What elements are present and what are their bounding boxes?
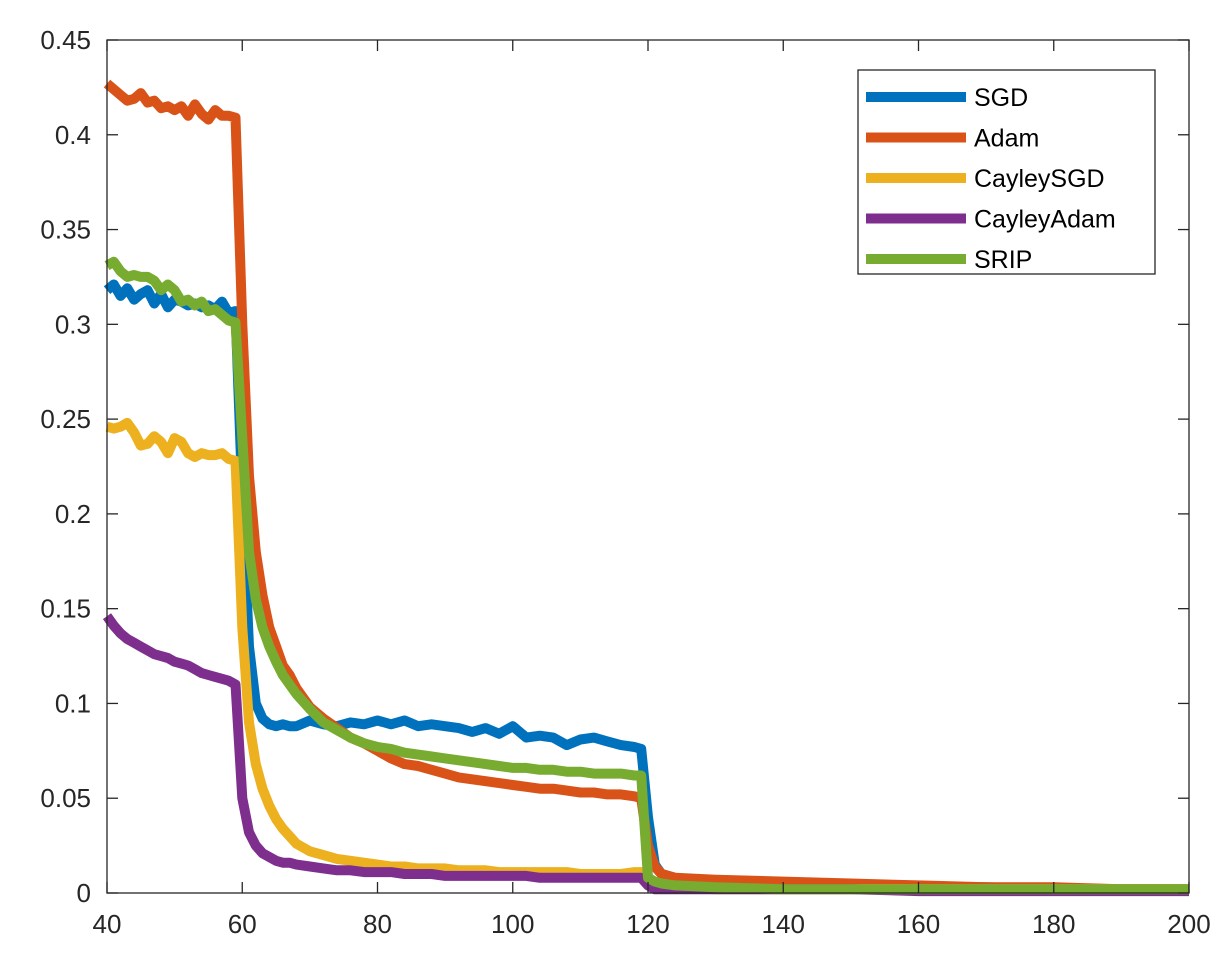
y-tick-label: 0.35 bbox=[40, 215, 91, 245]
legend-label: CayleySGD bbox=[974, 165, 1105, 193]
y-tick-label: 0.2 bbox=[55, 499, 91, 529]
x-tick-label: 80 bbox=[363, 909, 392, 939]
y-tick-label: 0.3 bbox=[55, 309, 91, 339]
series-line-srip bbox=[104, 256, 1189, 895]
legend-label: CayleyAdam bbox=[974, 206, 1116, 234]
x-tick-label: 100 bbox=[491, 909, 534, 939]
y-tick-label: 0.25 bbox=[40, 404, 91, 434]
y-tick-label: 0.45 bbox=[40, 25, 91, 55]
y-tick-label: 0.1 bbox=[55, 688, 91, 718]
legend-label: Adam bbox=[974, 125, 1039, 153]
y-axis: 0 0.05 0.1 0.15 0.2 0.25 0.3 0.35 0.4 0.45 bbox=[40, 25, 1189, 908]
x-tick-label: 60 bbox=[228, 909, 257, 939]
y-tick-label: 0.05 bbox=[40, 783, 91, 813]
x-tick-label: 40 bbox=[93, 909, 122, 939]
x-tick-label: 180 bbox=[1032, 909, 1075, 939]
x-tick-label: 140 bbox=[762, 909, 805, 939]
series-layer bbox=[102, 79, 1189, 897]
x-axis: 40 60 80 100 120 140 160 180 200 bbox=[93, 40, 1211, 939]
x-tick-label: 160 bbox=[897, 909, 940, 939]
legend: SGD Adam CayleySGD CayleyAdam SRIP bbox=[857, 69, 1156, 275]
y-tick-label: 0 bbox=[77, 878, 91, 908]
legend-label: SGD bbox=[974, 84, 1028, 112]
y-tick-label: 0.15 bbox=[40, 594, 91, 624]
x-tick-label: 120 bbox=[626, 909, 669, 939]
y-tick-label: 0.4 bbox=[55, 120, 91, 150]
legend-box bbox=[857, 69, 1156, 275]
legend-label: SRIP bbox=[974, 246, 1032, 274]
x-tick-label: 200 bbox=[1167, 909, 1210, 939]
